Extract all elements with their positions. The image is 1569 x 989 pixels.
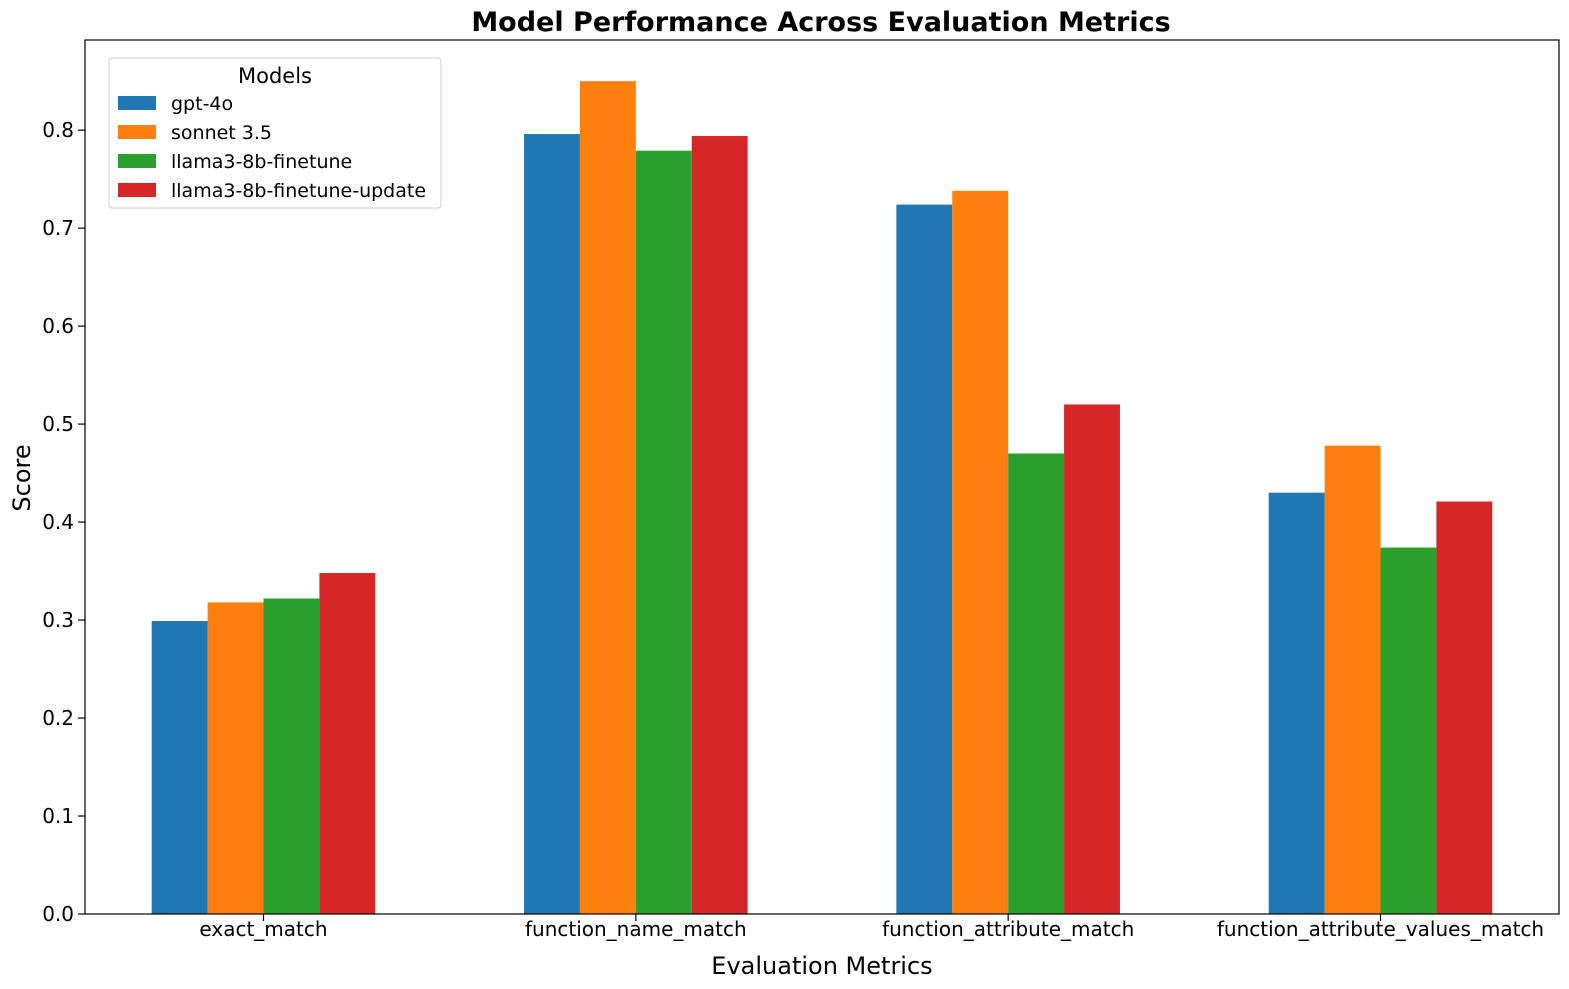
legend: Models gpt-4o sonnet 3.5 llama3-8b-finetun… [108,57,442,209]
legend-label: gpt-4o [171,93,233,115]
y-axis-label: Score [8,444,36,511]
legend-title: Models [238,64,312,88]
y-axis-ticks: 0.0 0.1 0.2 0.3 0.4 0.5 0.6 0.7 0.8 [42,118,85,926]
legend-label: sonnet 3.5 [171,122,272,144]
bar-function_attribute_match-sonnet-3-5 [952,190,1009,914]
bar-function_attribute_values_match-gpt-4o [1268,492,1325,914]
bar-function_name_match-gpt-4o [524,134,580,914]
bars-group [151,81,1493,915]
x-tick-label: function_attribute_values_match [1217,917,1544,941]
bar-exact_match-sonnet-3-5 [207,602,264,914]
y-tick-label: 0.5 [42,412,74,436]
legend-items: gpt-4o sonnet 3.5 llama3-8b-finetune llama3… [118,93,426,202]
bar-exact_match-llama3-8b-finetune-update [319,573,376,914]
bar-function_name_match-llama3-8b-finetune [635,150,692,915]
x-tick-label: function_name_match [525,917,747,941]
legend-label: llama3-8b-finetune [171,151,352,173]
bar-function_name_match-llama3-8b-finetune-update [691,136,748,914]
x-axis-label: Evaluation Metrics [711,952,932,980]
bar-function_attribute_values_match-sonnet-3-5 [1324,445,1381,914]
bar-function_attribute_match-gpt-4o [896,204,953,915]
x-axis-ticks: exact_match function_name_match function_a… [199,914,1544,941]
y-tick-label: 0.6 [42,314,74,338]
legend-swatch [118,183,156,197]
legend-box [108,57,442,209]
chart-title: Model Performance Across Evaluation Metr… [471,7,1170,38]
legend-swatch [118,96,156,110]
bar-function_attribute_values_match-llama3-8b-finetune-update [1436,501,1493,914]
bar-exact_match-llama3-8b-finetune [263,598,320,914]
y-tick-label: 0.1 [42,804,74,828]
bar-function_attribute_match-llama3-8b-finetune-update [1064,404,1120,914]
bar-function_attribute_match-llama3-8b-finetune [1008,453,1065,914]
y-tick-label: 0.8 [42,118,74,142]
plot-frame [84,39,1560,915]
legend-label: llama3-8b-finetune-update [171,180,426,202]
y-tick-label: 0.0 [42,902,74,926]
bar-function_attribute_values_match-llama3-8b-finetune [1380,547,1437,914]
x-tick-label: function_attribute_match [882,917,1134,941]
y-tick-label: 0.7 [42,216,74,240]
legend-swatch [118,154,156,168]
x-tick-label: exact_match [199,917,327,941]
y-tick-label: 0.2 [42,706,74,730]
y-tick-label: 0.3 [42,608,74,632]
legend-swatch [118,125,156,139]
bar-exact_match-gpt-4o [151,621,208,914]
bar-function_name_match-sonnet-3-5 [579,81,636,914]
y-tick-label: 0.4 [42,510,74,534]
